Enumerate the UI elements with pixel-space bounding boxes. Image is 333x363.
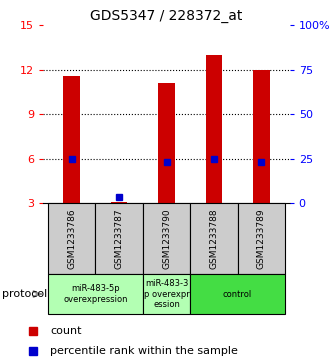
Bar bbox=[253, 70, 270, 203]
Text: miR-483-3
p overexpr
ession: miR-483-3 p overexpr ession bbox=[144, 279, 189, 309]
Text: control: control bbox=[223, 290, 252, 298]
Bar bbox=[190, 274, 285, 314]
Bar bbox=[205, 55, 222, 203]
Text: GSM1233787: GSM1233787 bbox=[115, 208, 124, 269]
Text: GSM1233788: GSM1233788 bbox=[209, 208, 218, 269]
Bar bbox=[158, 83, 175, 203]
Bar bbox=[237, 203, 285, 274]
Text: percentile rank within the sample: percentile rank within the sample bbox=[50, 346, 238, 356]
Text: protocol: protocol bbox=[2, 289, 47, 299]
Bar bbox=[63, 76, 80, 203]
Bar bbox=[143, 274, 190, 314]
Bar bbox=[96, 203, 143, 274]
Bar bbox=[143, 203, 190, 274]
Bar bbox=[111, 202, 128, 203]
Bar bbox=[48, 274, 143, 314]
Bar bbox=[190, 203, 237, 274]
Text: GSM1233786: GSM1233786 bbox=[67, 208, 76, 269]
Title: GDS5347 / 228372_at: GDS5347 / 228372_at bbox=[90, 9, 243, 23]
Bar bbox=[48, 203, 96, 274]
Text: miR-483-5p
overexpression: miR-483-5p overexpression bbox=[63, 284, 128, 304]
Text: GSM1233789: GSM1233789 bbox=[257, 208, 266, 269]
Text: count: count bbox=[50, 326, 82, 336]
Text: GSM1233790: GSM1233790 bbox=[162, 208, 171, 269]
